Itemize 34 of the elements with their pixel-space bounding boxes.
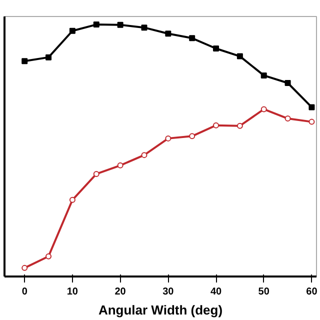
- point: [236, 122, 243, 129]
- point: [165, 135, 172, 142]
- x-tick-label: 20: [114, 286, 126, 298]
- x-tick-label: 10: [66, 286, 78, 298]
- point: [308, 104, 315, 110]
- point: [213, 45, 220, 52]
- point: [117, 22, 124, 28]
- point: [22, 264, 28, 271]
- point: [284, 116, 291, 122]
- point: [260, 72, 267, 78]
- point: [308, 118, 315, 125]
- point: [22, 58, 28, 64]
- point: [284, 80, 291, 86]
- point: [117, 162, 124, 168]
- point: [46, 54, 52, 60]
- point: [189, 35, 196, 42]
- point: [141, 24, 148, 31]
- point: [46, 253, 52, 260]
- point: [260, 106, 267, 112]
- point: [93, 170, 100, 177]
- point: [69, 196, 76, 203]
- point: [236, 53, 243, 60]
- x-tick-label: 60: [306, 286, 318, 298]
- x-tick-label: 50: [258, 286, 270, 298]
- point: [69, 28, 76, 34]
- point: [93, 22, 100, 28]
- point: [165, 30, 172, 37]
- point: [141, 152, 148, 158]
- point: [189, 133, 196, 140]
- x-tick-label: 40: [210, 286, 222, 298]
- x-axis-title: Angular Width (deg): [98, 302, 223, 318]
- x-tick-label: 0: [22, 286, 28, 298]
- point: [213, 122, 220, 128]
- x-tick-label: 30: [162, 286, 174, 298]
